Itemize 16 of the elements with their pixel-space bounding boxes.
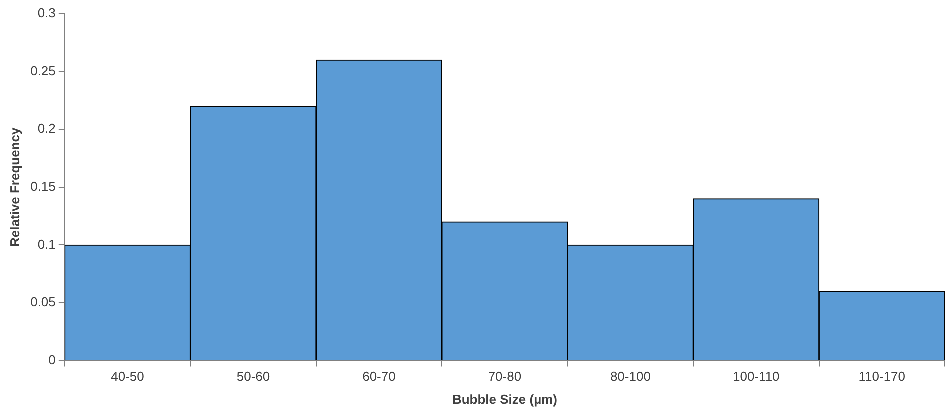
y-tick-label: 0.1	[38, 236, 56, 252]
y-tick-label: 0.15	[30, 178, 56, 194]
y-tick-label: 0.2	[38, 121, 56, 136]
x-axis-title: Bubble Size (µm)	[452, 392, 558, 407]
x-tick-label: 80-100	[610, 369, 651, 384]
y-tick-label: 0.05	[30, 294, 56, 310]
y-axis-title: Relative Frequency	[7, 127, 22, 248]
y-tick-label: 0	[48, 352, 56, 368]
y-tick-label: 0.25	[30, 63, 56, 78]
y-tick-label: 0.3	[38, 6, 56, 21]
x-tick-label: 60-70	[362, 369, 396, 384]
x-tick-label: 110-170	[858, 369, 906, 384]
x-tick-label: 100-110	[733, 369, 780, 384]
x-tick-label: 70-80	[488, 369, 522, 384]
x-tick-label: 40-50	[111, 369, 144, 384]
x-tick-label: 50-60	[236, 369, 270, 384]
